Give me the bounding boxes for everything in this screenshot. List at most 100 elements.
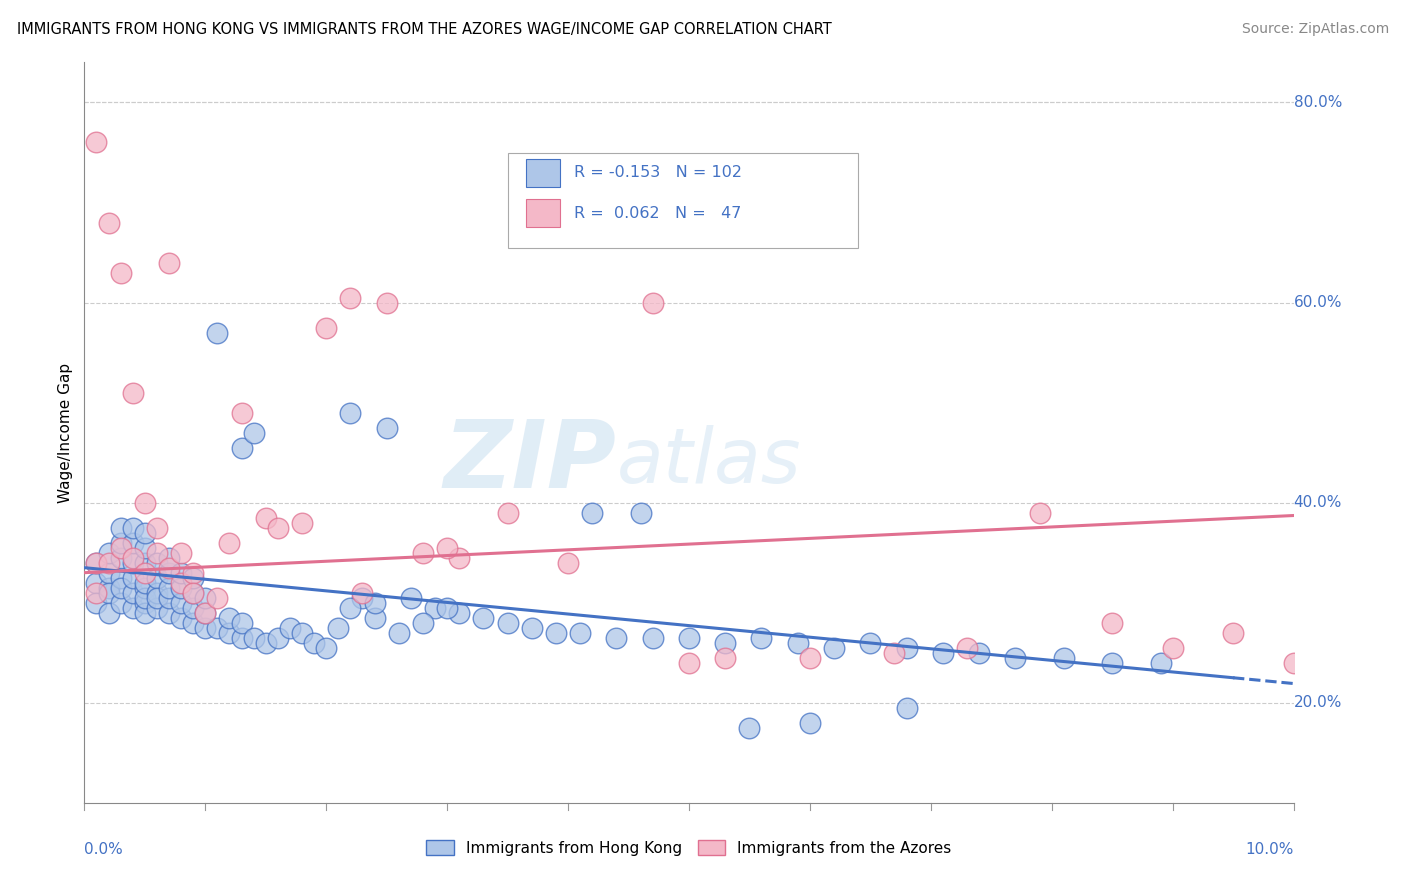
Point [751, 631, 773, 645]
Point [641, 295, 664, 310]
Point [375, 295, 398, 310]
Point [242, 425, 264, 440]
Point [110, 541, 132, 555]
Point [496, 615, 519, 630]
Point [86, 136, 108, 150]
Point [799, 715, 821, 730]
Point [97, 546, 120, 560]
Point [121, 535, 143, 549]
Point [1004, 650, 1026, 665]
Point [231, 441, 253, 455]
Point [134, 566, 156, 580]
Point [339, 600, 361, 615]
Point [157, 550, 180, 565]
Point [436, 600, 458, 615]
Point [218, 625, 240, 640]
Point [823, 640, 845, 655]
Point [896, 640, 918, 655]
Point [97, 566, 120, 580]
Point [242, 631, 264, 645]
Point [714, 636, 737, 650]
Text: IMMIGRANTS FROM HONG KONG VS IMMIGRANTS FROM THE AZORES WAGE/INCOME GAP CORRELAT: IMMIGRANTS FROM HONG KONG VS IMMIGRANTS … [17, 22, 831, 37]
Point [375, 420, 398, 434]
Point [181, 600, 204, 615]
Point [170, 566, 193, 580]
Point [1053, 650, 1076, 665]
Point [218, 611, 240, 625]
Point [134, 591, 156, 605]
Point [363, 611, 385, 625]
Text: atlas: atlas [616, 425, 801, 500]
Point [146, 591, 169, 605]
Point [181, 566, 204, 580]
Point [86, 556, 108, 570]
Point [146, 521, 169, 535]
Point [967, 646, 990, 660]
Text: 40.0%: 40.0% [1294, 495, 1341, 510]
Point [799, 650, 821, 665]
Point [786, 636, 808, 650]
Point [1101, 656, 1123, 670]
Text: 20.0%: 20.0% [1294, 695, 1341, 710]
Point [896, 700, 918, 714]
Point [678, 656, 700, 670]
Point [883, 646, 905, 660]
Point [194, 591, 217, 605]
Point [714, 650, 737, 665]
Point [97, 581, 120, 595]
Point [1101, 615, 1123, 630]
Point [1222, 625, 1244, 640]
Text: 60.0%: 60.0% [1294, 295, 1341, 310]
Point [194, 606, 217, 620]
Point [134, 575, 156, 590]
Point [121, 600, 143, 615]
Point [146, 556, 169, 570]
Point [218, 535, 240, 549]
Point [569, 625, 592, 640]
Point [388, 625, 411, 640]
Point [170, 611, 193, 625]
Point [412, 546, 434, 560]
Point [170, 575, 193, 590]
Point [121, 385, 143, 400]
Point [86, 596, 108, 610]
Point [134, 596, 156, 610]
Point [496, 506, 519, 520]
Point [302, 636, 325, 650]
Point [956, 640, 979, 655]
Point [110, 266, 132, 280]
Point [170, 581, 193, 595]
Point [436, 541, 458, 555]
Point [146, 571, 169, 585]
Point [181, 585, 204, 599]
Point [544, 625, 567, 640]
Point [146, 546, 169, 560]
Point [472, 611, 495, 625]
Point [181, 585, 204, 599]
Text: R = -0.153   N = 102: R = -0.153 N = 102 [574, 164, 742, 179]
Point [207, 591, 229, 605]
Point [157, 560, 180, 574]
Point [121, 550, 143, 565]
Point [134, 525, 156, 540]
Point [181, 615, 204, 630]
Point [207, 621, 229, 635]
Point [352, 591, 374, 605]
Point [110, 521, 132, 535]
Point [181, 571, 204, 585]
Point [121, 556, 143, 570]
Bar [526, 199, 560, 227]
Point [449, 606, 471, 620]
Point [315, 320, 337, 334]
Point [134, 556, 156, 570]
Point [267, 521, 290, 535]
Point [291, 625, 314, 640]
Point [557, 556, 579, 570]
Point [97, 606, 120, 620]
Point [146, 585, 169, 599]
Point [520, 621, 543, 635]
Point [170, 596, 193, 610]
Point [97, 585, 120, 599]
Point [121, 521, 143, 535]
Point [157, 581, 180, 595]
